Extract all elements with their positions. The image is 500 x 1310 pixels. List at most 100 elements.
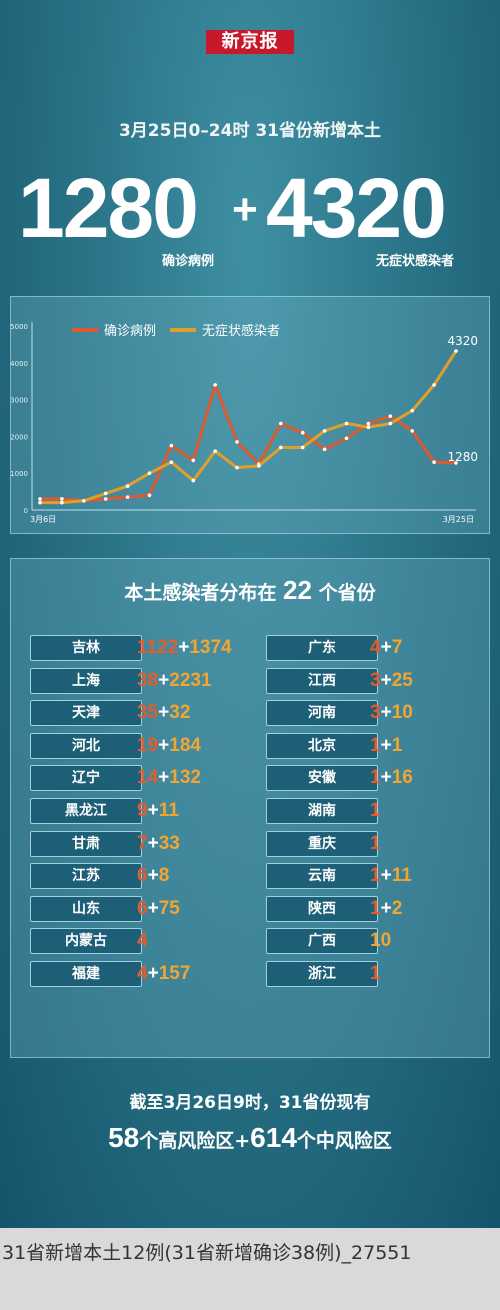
confirmed-count: 14 bbox=[137, 767, 159, 789]
province-name: 广西 bbox=[266, 928, 378, 955]
y-tick-label: 0 bbox=[24, 507, 28, 515]
data-point bbox=[191, 458, 196, 463]
data-point bbox=[432, 460, 436, 464]
plus-sign: + bbox=[158, 767, 170, 789]
province-counts: 10 bbox=[370, 928, 391, 954]
confirmed-count: 6 bbox=[137, 897, 148, 919]
data-point bbox=[279, 421, 283, 426]
data-point bbox=[322, 447, 327, 452]
mid-risk-count: 614 bbox=[250, 1122, 297, 1153]
data-point bbox=[147, 471, 152, 475]
asymptomatic-count: 8 bbox=[158, 865, 170, 887]
province-counts: 1+11 bbox=[370, 863, 412, 889]
confirmed-count: 3 bbox=[370, 669, 381, 691]
x-start-label: 3月6日 bbox=[30, 515, 56, 524]
confirmed-count: 38 bbox=[137, 669, 159, 691]
headline: 3月25日0–24时 31省份新增本土 bbox=[118, 121, 382, 141]
province-name: 广东 bbox=[266, 635, 378, 661]
plus-sign: + bbox=[147, 963, 159, 984]
province-name: 浙江 bbox=[266, 961, 378, 987]
distribution-title: 本土感染者分布在 22 个省份 bbox=[0, 575, 500, 606]
data-point bbox=[60, 500, 64, 505]
confirmed-count: 1 bbox=[370, 734, 381, 756]
province-name: 安徽 bbox=[266, 765, 378, 792]
province-name: 湖南 bbox=[266, 798, 378, 824]
data-point bbox=[300, 445, 305, 450]
province-counts: 1 bbox=[370, 798, 381, 824]
data-point bbox=[344, 421, 349, 426]
province-counts: 6+8 bbox=[137, 863, 169, 889]
data-point bbox=[103, 491, 108, 496]
province-name: 山东 bbox=[30, 895, 142, 922]
plus-sign: + bbox=[147, 865, 159, 887]
plus-sign: + bbox=[232, 185, 258, 234]
province-name: 甘肃 bbox=[30, 830, 142, 857]
end-value-label: 4320 bbox=[447, 334, 478, 348]
y-tick-label: 2000 bbox=[10, 433, 28, 441]
province-name: 江苏 bbox=[30, 863, 142, 890]
data-point bbox=[60, 497, 64, 501]
asymptomatic-count: 11 bbox=[158, 800, 179, 821]
data-point bbox=[366, 425, 371, 429]
data-point bbox=[38, 500, 42, 505]
asymptomatic-count: 33 bbox=[158, 832, 180, 854]
confirmed-total: 1280 bbox=[18, 161, 199, 255]
data-point bbox=[169, 443, 174, 448]
data-point bbox=[125, 495, 130, 499]
confirmed-count: 1 bbox=[370, 865, 381, 887]
asymptomatic-count: 10 bbox=[391, 702, 413, 724]
confirmed-count: 7 bbox=[137, 832, 148, 854]
confirmed-count: 4 bbox=[370, 637, 381, 658]
confirmed-count: 1 bbox=[370, 963, 381, 984]
plus-sign: + bbox=[380, 669, 392, 691]
y-tick-label: 1000 bbox=[10, 470, 28, 478]
plus-sign: + bbox=[147, 832, 159, 854]
data-point bbox=[388, 414, 393, 418]
confirmed-count: 1 bbox=[370, 897, 381, 919]
province-counts: 1 bbox=[370, 831, 381, 857]
province-name: 河南 bbox=[266, 700, 378, 727]
data-point bbox=[81, 499, 86, 503]
asymptomatic-count: 16 bbox=[391, 767, 413, 789]
data-point bbox=[322, 429, 327, 433]
data-point bbox=[169, 460, 174, 464]
asymptomatic-count: 2231 bbox=[169, 669, 212, 691]
asymptomatic-count: 1 bbox=[391, 734, 403, 756]
data-point bbox=[257, 464, 261, 468]
data-point bbox=[454, 461, 458, 465]
plus-sign: + bbox=[380, 734, 392, 756]
confirmed-label: 确诊病例 bbox=[162, 254, 215, 269]
asymptomatic-count: 2 bbox=[391, 897, 403, 919]
asymptomatic-count: 157 bbox=[158, 963, 191, 984]
data-point bbox=[147, 493, 152, 498]
province-count: 22 bbox=[283, 575, 312, 605]
province-name: 河北 bbox=[30, 732, 142, 759]
province-counts: 3+25 bbox=[370, 668, 413, 694]
province-name: 江西 bbox=[266, 667, 378, 694]
province-name: 重庆 bbox=[266, 830, 378, 857]
confirmed-count: 1 bbox=[370, 800, 381, 821]
confirmed-count: 6 bbox=[137, 865, 148, 887]
data-point bbox=[279, 445, 283, 450]
data-point bbox=[235, 465, 239, 470]
data-point bbox=[213, 383, 217, 387]
data-point bbox=[410, 429, 415, 433]
plus-sign: + bbox=[380, 702, 392, 724]
plus-sign: + bbox=[147, 897, 159, 919]
plus-sign: + bbox=[380, 897, 392, 919]
series-line bbox=[40, 383, 457, 503]
y-tick-label: 5000 bbox=[10, 323, 28, 331]
series-line bbox=[40, 350, 458, 505]
plus-sign: + bbox=[147, 800, 159, 821]
province-name: 辽宁 bbox=[30, 765, 142, 792]
y-tick-label: 3000 bbox=[10, 397, 28, 405]
legend-label: 确诊病例 bbox=[104, 324, 156, 339]
confirmed-count: 1122 bbox=[137, 637, 179, 658]
confirmed-count: 4 bbox=[137, 930, 148, 952]
image-caption: 31省新增本土12例(31省新增确诊38例)_27551 bbox=[0, 1228, 500, 1310]
newspaper-logo: 新京报 bbox=[206, 30, 294, 54]
confirmed-count: 9 bbox=[137, 800, 148, 821]
distribution-title-post: 个省份 bbox=[318, 582, 376, 604]
province-name: 上海 bbox=[30, 667, 142, 694]
data-point bbox=[454, 349, 458, 353]
